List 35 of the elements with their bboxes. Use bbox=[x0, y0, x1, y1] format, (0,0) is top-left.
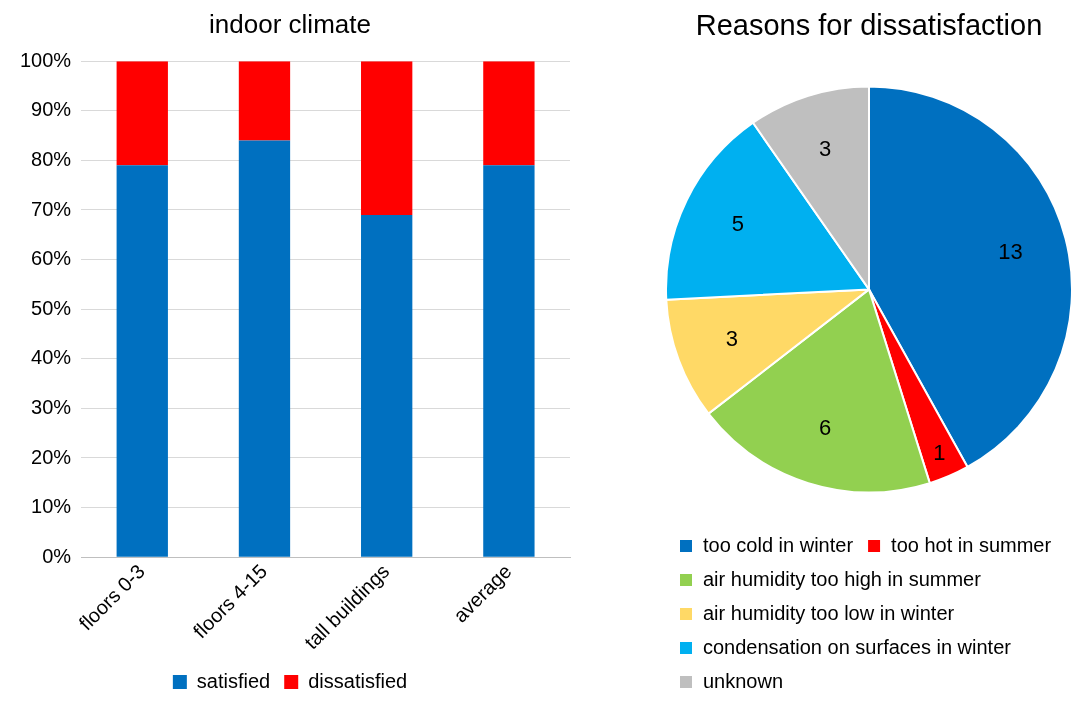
legend-label: unknown bbox=[703, 669, 784, 692]
bar bbox=[238, 61, 291, 141]
legend-label: satisfied bbox=[196, 669, 271, 692]
bar bbox=[116, 61, 168, 166]
data-label: 3 bbox=[725, 326, 739, 352]
y-tick-label: 50% bbox=[31, 296, 72, 319]
legend-label: dissatisfied bbox=[308, 669, 408, 692]
legend-label: too cold in winter bbox=[703, 533, 854, 556]
y-tick-label: 20% bbox=[31, 445, 72, 468]
bar bbox=[361, 61, 413, 215]
data-label: 1 bbox=[933, 439, 946, 465]
y-tick-label: 0% bbox=[42, 544, 72, 567]
y-tick-label: 40% bbox=[31, 346, 72, 369]
data-label: 6 bbox=[819, 414, 832, 440]
y-tick-label: 30% bbox=[31, 395, 72, 418]
data-label: 3 bbox=[819, 136, 832, 162]
data-label: 13 bbox=[998, 238, 1023, 264]
y-tick-label: 60% bbox=[31, 247, 72, 270]
y-tick-label: 10% bbox=[31, 495, 72, 518]
y-tick-label: 90% bbox=[31, 98, 72, 121]
legend-label: air humidity too high in summer bbox=[703, 567, 982, 590]
y-tick-label: 70% bbox=[31, 197, 72, 220]
y-tick-label: 100% bbox=[20, 48, 72, 71]
bar bbox=[483, 61, 535, 166]
y-tick-label: 80% bbox=[31, 147, 72, 170]
chart-title: Reasons for dissatisfaction bbox=[695, 9, 1043, 42]
legend-label: condensation on surfaces in winter bbox=[703, 635, 1012, 658]
chart-title: indoor climate bbox=[209, 8, 371, 39]
legend-label: air humidity too low in winter bbox=[703, 601, 955, 624]
legend-label: too hot in summer bbox=[891, 533, 1052, 556]
data-label: 5 bbox=[731, 211, 744, 237]
bar bbox=[361, 214, 413, 557]
bar bbox=[238, 140, 291, 557]
bar bbox=[483, 165, 535, 557]
bar bbox=[116, 165, 168, 557]
